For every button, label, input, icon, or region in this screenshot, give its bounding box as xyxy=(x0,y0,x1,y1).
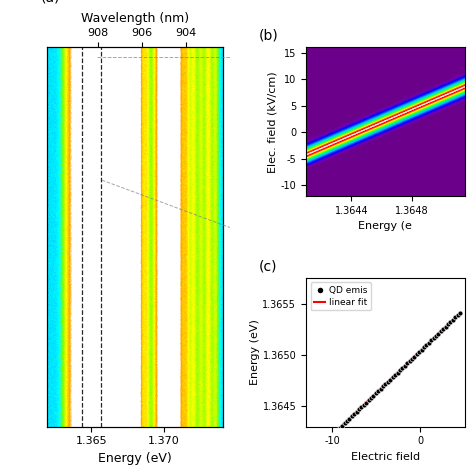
Y-axis label: Energy (eV): Energy (eV) xyxy=(250,319,260,385)
Text: (b): (b) xyxy=(258,29,278,43)
X-axis label: Energy (eV): Energy (eV) xyxy=(98,452,172,465)
X-axis label: Wavelength (nm): Wavelength (nm) xyxy=(81,12,189,25)
X-axis label: Electric field: Electric field xyxy=(351,452,420,462)
Text: (c): (c) xyxy=(258,259,277,273)
Legend: QD emis, linear fit: QD emis, linear fit xyxy=(310,283,371,310)
Text: (a): (a) xyxy=(40,0,60,5)
X-axis label: Energy (e: Energy (e xyxy=(358,221,412,231)
Y-axis label: Elec. field (kV/cm): Elec. field (kV/cm) xyxy=(268,71,278,173)
